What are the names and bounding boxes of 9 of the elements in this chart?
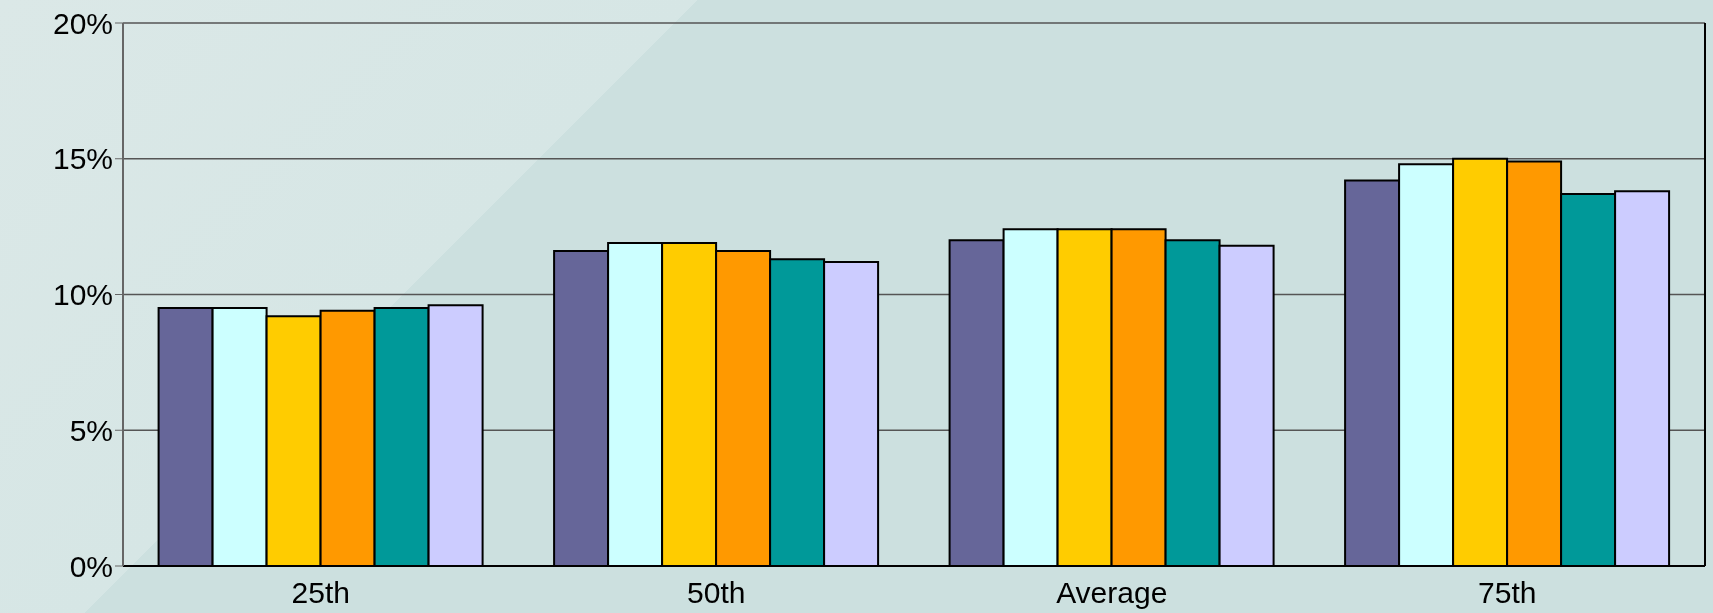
y-tick-label: 20% — [52, 6, 113, 40]
y-tick-label: 5% — [69, 413, 113, 447]
y-tick-label: 0% — [69, 549, 113, 583]
x-tick-label: Average — [1056, 576, 1168, 610]
y-tick-label: 10% — [52, 278, 113, 312]
x-tick-label: 25th — [291, 576, 350, 610]
x-tick-label: 50th — [687, 576, 746, 610]
y-tick-label: 15% — [52, 142, 113, 176]
x-tick-label: 75th — [1478, 576, 1537, 610]
